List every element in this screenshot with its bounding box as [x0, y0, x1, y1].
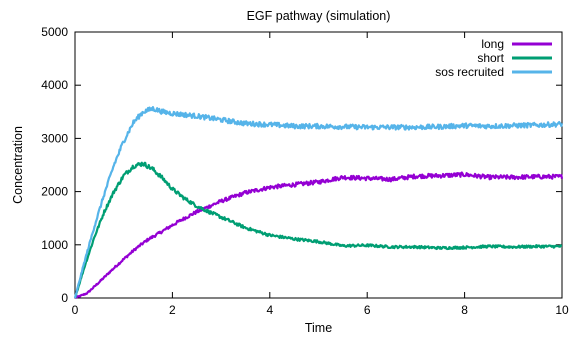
- plot-border: [74, 31, 563, 299]
- y-tick-label: 4000: [41, 78, 68, 92]
- y-tick-label: 2000: [41, 185, 68, 199]
- x-tick-label: 0: [72, 303, 79, 317]
- legend-label-short: short: [477, 51, 504, 65]
- x-tick-label: 2: [169, 303, 176, 317]
- plot-frame: [74, 31, 563, 299]
- series-line-long: [74, 171, 564, 299]
- x-axis: 0 2 4 6 8 10: [72, 32, 569, 317]
- y-tick-label: 5000: [41, 25, 68, 39]
- x-tick-label: 10: [555, 303, 569, 317]
- x-tick-label: 4: [266, 303, 273, 317]
- y-tick-label: 3000: [41, 131, 68, 145]
- legend-label-sos-recruited: sos recruited: [435, 65, 504, 79]
- series-line-short: [73, 161, 563, 299]
- y-axis-title: Concentration: [11, 126, 25, 204]
- legend-label-long: long: [481, 37, 504, 51]
- series-line-sos-recruited: [73, 105, 564, 299]
- chart-title: EGF pathway (simulation): [247, 9, 391, 23]
- x-axis-title: Time: [305, 321, 332, 335]
- y-tick-label: 0: [61, 291, 68, 305]
- series-group: [73, 105, 564, 299]
- y-tick-label: 1000: [41, 238, 68, 252]
- x-tick-label: 8: [461, 303, 468, 317]
- y-axis: 0 1000 2000 3000 4000 5000: [41, 25, 562, 305]
- x-tick-label: 6: [364, 303, 371, 317]
